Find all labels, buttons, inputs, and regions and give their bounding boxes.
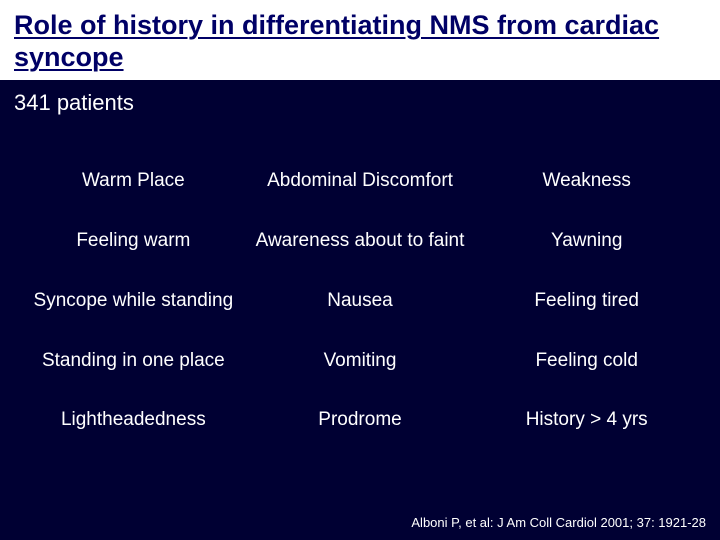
symptom-cell: Standing in one place: [20, 350, 247, 372]
symptom-cell: Prodrome: [247, 409, 474, 431]
symptom-cell: Weakness: [473, 170, 700, 192]
symptom-cell: Feeling warm: [20, 230, 247, 252]
symptom-cell: Vomiting: [247, 350, 474, 372]
citation-text: Alboni P, et al: J Am Coll Cardiol 2001;…: [411, 515, 706, 530]
symptom-cell: Warm Place: [20, 170, 247, 192]
symptom-cell: Feeling cold: [473, 350, 700, 372]
symptom-cell: Awareness about to faint: [247, 230, 474, 252]
table-row: Lightheadedness Prodrome History > 4 yrs: [20, 409, 700, 431]
symptom-cell: Yawning: [473, 230, 700, 252]
symptom-grid: Warm Place Abdominal Discomfort Weakness…: [0, 170, 720, 469]
symptom-cell: Lightheadedness: [20, 409, 247, 431]
table-row: Syncope while standing Nausea Feeling ti…: [20, 290, 700, 312]
symptom-cell: Nausea: [247, 290, 474, 312]
symptom-cell: Abdominal Discomfort: [247, 170, 474, 192]
slide-title: Role of history in differentiating NMS f…: [14, 10, 706, 74]
symptom-cell: History > 4 yrs: [473, 409, 700, 431]
table-row: Warm Place Abdominal Discomfort Weakness: [20, 170, 700, 192]
symptom-cell: Feeling tired: [473, 290, 700, 312]
table-row: Feeling warm Awareness about to faint Ya…: [20, 230, 700, 252]
subhead-patient-count: 341 patients: [0, 80, 720, 116]
symptom-cell: Syncope while standing: [20, 290, 247, 312]
title-block: Role of history in differentiating NMS f…: [0, 0, 720, 80]
table-row: Standing in one place Vomiting Feeling c…: [20, 350, 700, 372]
